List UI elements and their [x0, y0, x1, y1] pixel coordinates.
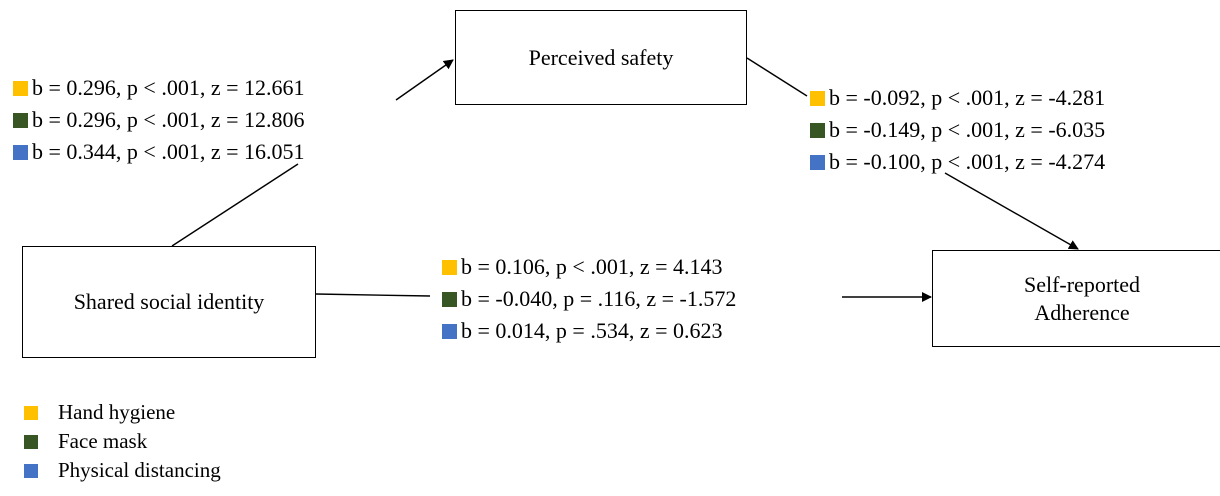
legend-item-physical-distancing: Physical distancing: [24, 456, 221, 485]
arrow-identity-to-adherence-left: [315, 293, 431, 297]
stat-text: b = 0.106, p < .001, z = 4.143: [461, 254, 723, 279]
stat-row-face-mask: b = 0.296, p < .001, z = 12.806: [13, 104, 305, 136]
stat-text: b = 0.014, p = .534, z = 0.623: [461, 318, 723, 343]
adherence-label-line1: Self-reported: [1023, 271, 1141, 297]
face-mask-swatch: [24, 434, 38, 449]
hand-hygiene-swatch: [13, 80, 28, 96]
stat-row-hand-hygiene: b = 0.296, p < .001, z = 12.661: [13, 72, 305, 104]
legend-label: Face mask: [58, 429, 148, 453]
stat-text: b = 0.344, p < .001, z = 16.051: [32, 139, 305, 164]
arrow-identity-to-safety-upper: [395, 59, 454, 101]
self-reported-adherence-node: Self-reported Adherence: [932, 250, 1220, 347]
hand-hygiene-swatch: [810, 90, 825, 106]
safety-to-adherence-stats: b = -0.092, p < .001, z = -4.281 b = -0.…: [810, 82, 1105, 178]
stat-row-face-mask: b = -0.149, p < .001, z = -6.035: [810, 114, 1105, 146]
legend-label: Physical distancing: [58, 458, 221, 482]
stat-text: b = -0.100, p < .001, z = -4.274: [829, 149, 1106, 174]
stat-row-face-mask: b = -0.040, p = .116, z = -1.572: [442, 283, 736, 315]
stat-text: b = -0.149, p < .001, z = -6.035: [829, 117, 1106, 142]
legend-label: Hand hygiene: [58, 400, 176, 424]
stat-row-physical-distancing: b = 0.014, p = .534, z = 0.623: [442, 315, 736, 347]
adherence-label-line2: Adherence: [1034, 299, 1130, 325]
identity-to-safety-stats: b = 0.296, p < .001, z = 12.661 b = 0.29…: [13, 72, 305, 168]
legend-item-face-mask: Face mask: [24, 427, 221, 456]
perceived-safety-label: Perceived safety: [528, 44, 674, 70]
identity-to-adherence-stats: b = 0.106, p < .001, z = 4.143 b = -0.04…: [442, 251, 736, 347]
face-mask-swatch: [810, 122, 825, 138]
stat-row-physical-distancing: b = -0.100, p < .001, z = -4.274: [810, 146, 1105, 178]
stat-row-hand-hygiene: b = -0.092, p < .001, z = -4.281: [810, 82, 1105, 114]
physical-distancing-swatch: [24, 463, 38, 478]
shared-social-identity-label: Shared social identity: [73, 289, 265, 314]
hand-hygiene-swatch: [24, 405, 38, 420]
face-mask-swatch: [13, 112, 28, 128]
arrow-safety-to-adherence-upper: [746, 57, 808, 97]
stat-row-hand-hygiene: b = 0.106, p < .001, z = 4.143: [442, 251, 736, 283]
perceived-safety-node: Perceived safety: [455, 10, 747, 105]
stat-text: b = 0.296, p < .001, z = 12.661: [32, 75, 305, 100]
stat-text: b = -0.092, p < .001, z = -4.281: [829, 85, 1106, 110]
physical-distancing-swatch: [810, 154, 825, 170]
arrow-safety-to-adherence-lower: [944, 172, 1079, 250]
legend: Hand hygiene Face mask Physical distanci…: [24, 398, 221, 485]
stat-row-physical-distancing: b = 0.344, p < .001, z = 16.051: [13, 136, 305, 168]
physical-distancing-swatch: [442, 323, 457, 339]
face-mask-swatch: [442, 291, 457, 307]
physical-distancing-swatch: [13, 144, 28, 160]
legend-item-hand-hygiene: Hand hygiene: [24, 398, 221, 427]
hand-hygiene-swatch: [442, 259, 457, 275]
stat-text: b = 0.296, p < .001, z = 12.806: [32, 107, 305, 132]
stat-text: b = -0.040, p = .116, z = -1.572: [461, 286, 737, 311]
shared-social-identity-node: Shared social identity: [22, 246, 316, 358]
arrow-identity-to-safety-lower: [171, 163, 299, 247]
